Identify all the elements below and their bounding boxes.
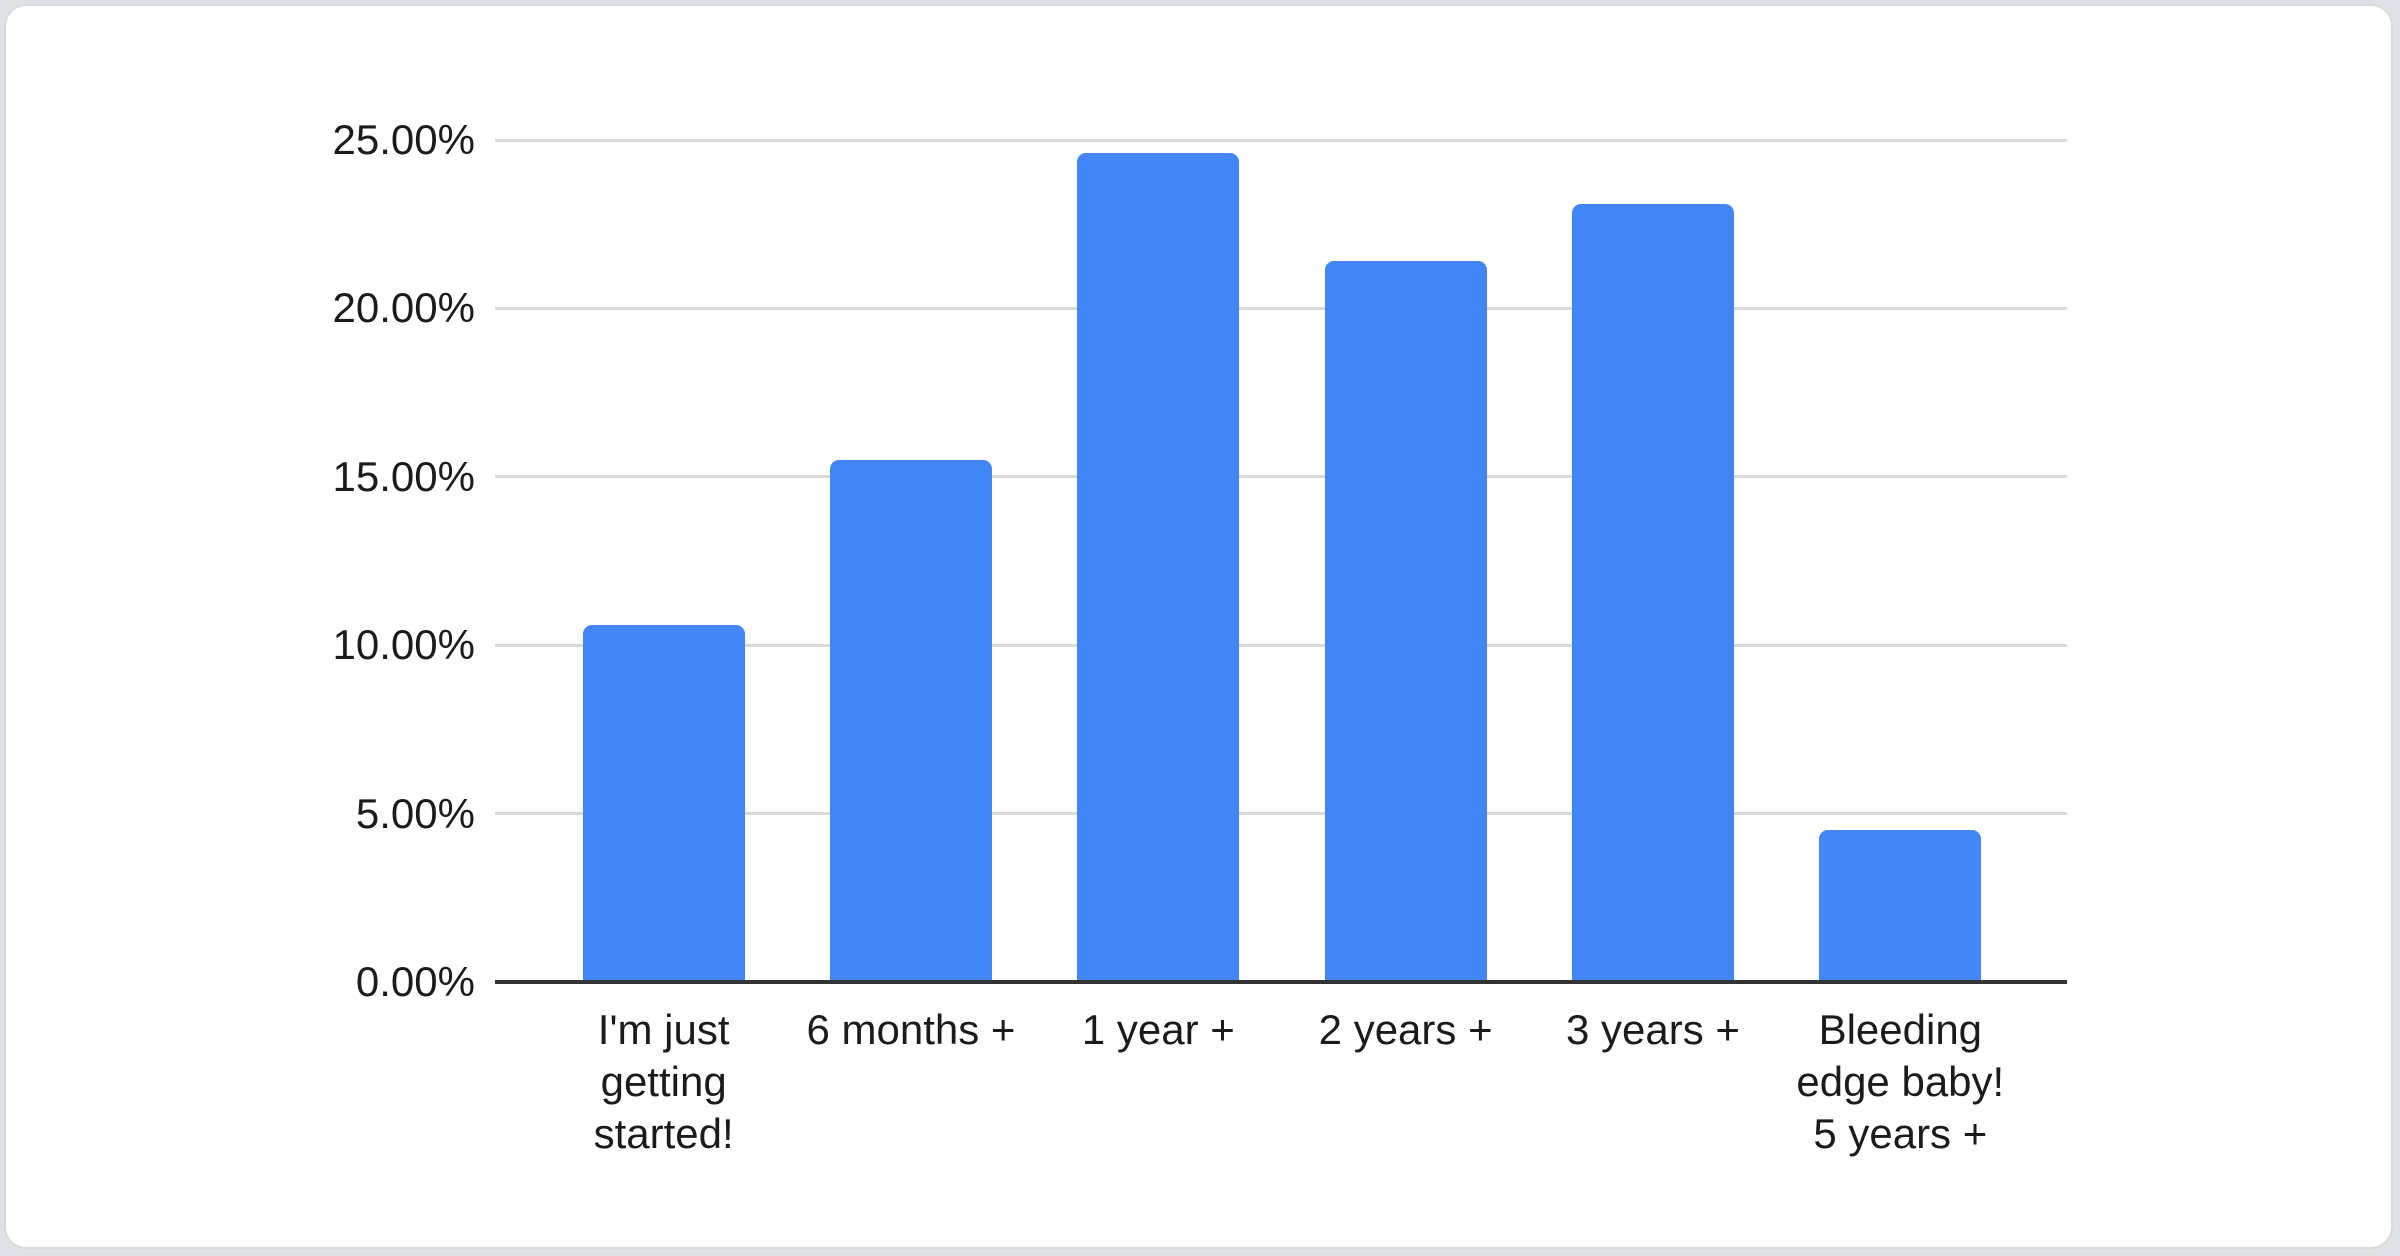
y-axis-tick-label: 20.00% (332, 284, 475, 332)
plot-area: I'm just getting started! 6 months + 1 yea… (333, 116, 2067, 1157)
bar-1[interactable] (582, 625, 745, 982)
bars-container: I'm just getting started! 6 months + 1 yea… (540, 140, 2024, 1157)
bar-2[interactable] (829, 459, 992, 982)
x-axis-category-label: 1 year + (1081, 1006, 1235, 1053)
bar-3[interactable] (1077, 153, 1240, 982)
category-band: 6 months + (787, 140, 1034, 1053)
y-axis-tick-label: 5.00% (355, 789, 475, 837)
gridline (495, 643, 2067, 647)
y-axis-tick-label: 15.00% (332, 452, 475, 500)
gridline (495, 306, 2067, 310)
y-axis-tick-label: 10.00% (332, 621, 475, 669)
y-axis-tick-label: 25.00% (332, 116, 475, 163)
x-axis-category-label: 2 years + (1318, 1006, 1493, 1053)
y-axis-tick-label: 0.00% (355, 958, 475, 1005)
gridline (495, 812, 2067, 816)
category-band: 1 year + (1035, 140, 1282, 1053)
category-band: I'm just getting started! (540, 140, 787, 1157)
category-band: 2 years + (1282, 140, 1529, 1053)
gridline (495, 475, 2067, 479)
x-axis-baseline (495, 980, 2067, 984)
bar-4[interactable] (1324, 261, 1487, 982)
category-band: Bleeding edge baby! 5 years + (1777, 140, 2024, 1157)
x-axis-category-label: 6 months + (806, 1006, 1016, 1053)
bar-5[interactable] (1571, 204, 1734, 982)
chart-card: I'm just getting started! 6 months + 1 yea… (4, 4, 2393, 1249)
x-axis-category-label: I'm just getting started! (593, 1006, 734, 1157)
gridline (495, 138, 2067, 142)
category-band: 3 years + (1529, 140, 1776, 1053)
x-axis-category-label: Bleeding edge baby! 5 years + (1796, 1006, 2005, 1157)
bar-6[interactable] (1819, 830, 1982, 982)
x-axis-category-label: 3 years + (1566, 1006, 1740, 1053)
